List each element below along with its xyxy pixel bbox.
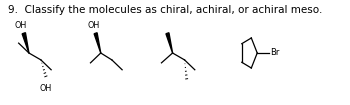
Polygon shape	[22, 33, 29, 53]
Text: OH: OH	[14, 21, 27, 30]
Text: 9.  Classify the molecules as chiral, achiral, or achiral meso.: 9. Classify the molecules as chiral, ach…	[8, 5, 322, 15]
Polygon shape	[166, 33, 173, 53]
Text: Br: Br	[270, 49, 279, 58]
Polygon shape	[94, 33, 101, 53]
Text: OH: OH	[88, 21, 100, 30]
Text: OH: OH	[40, 84, 52, 93]
